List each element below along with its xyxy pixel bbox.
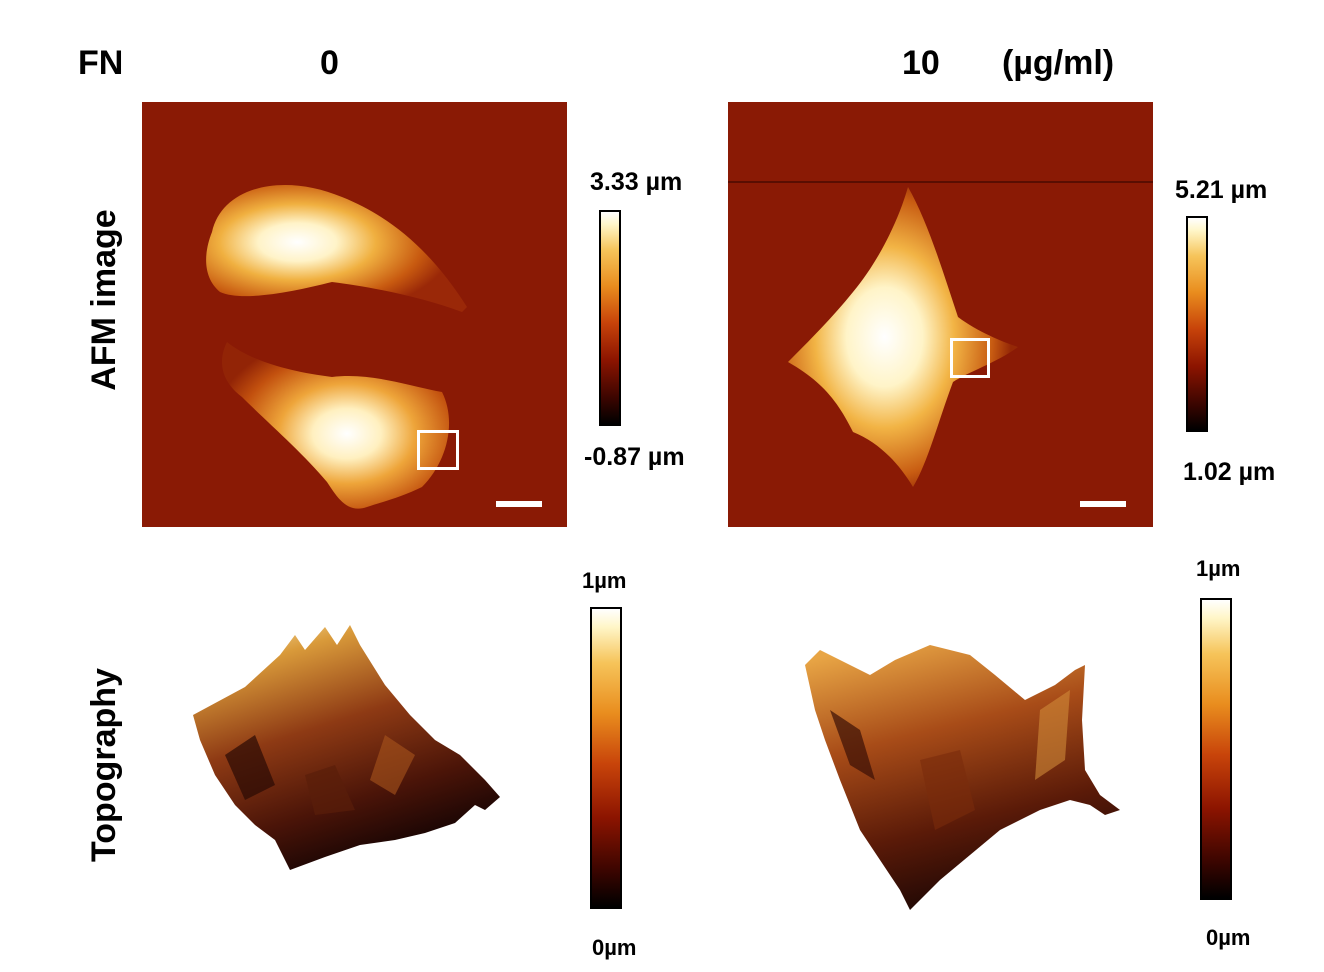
row-label-topography: Topography: [85, 668, 123, 862]
topography-fn0-graphic: [193, 625, 500, 870]
roi-box: [950, 338, 990, 378]
topography-fn0: [185, 615, 515, 885]
colorbar-topography-fn10: [1200, 598, 1232, 900]
roi-box: [417, 430, 459, 470]
topography-fn10-graphic: [805, 645, 1120, 910]
unit-label: (µg/ml): [1002, 44, 1115, 82]
afm-image-fn10: [728, 102, 1153, 527]
colorbar-max-label: 5.21 µm: [1175, 176, 1268, 204]
afm-image-fn0-graphic: [142, 102, 567, 527]
colorbar-min-label: 0µm: [1206, 925, 1251, 950]
colorbar-min-label: -0.87 µm: [584, 443, 685, 471]
topography-fn10: [800, 630, 1130, 915]
colorbar-min-label: 1.02 µm: [1183, 458, 1276, 486]
afm-image-fn10-graphic: [728, 102, 1153, 527]
colorbar-max-label: 1µm: [582, 568, 627, 593]
colorbar-max-label: 3.33 µm: [590, 168, 683, 196]
colorbar-afm-fn0: [599, 210, 621, 426]
scale-bar: [1080, 501, 1126, 507]
scale-bar: [496, 501, 542, 507]
colorbar-topography-fn0: [590, 607, 622, 909]
column-header-10: 10: [902, 44, 940, 82]
column-header-0: 0: [320, 44, 339, 82]
afm-image-fn0: [142, 102, 567, 527]
row-label-afm: AFM image: [85, 209, 123, 391]
colorbar-min-label: 0µm: [592, 935, 637, 960]
colorbar-max-label: 1µm: [1196, 556, 1241, 581]
colorbar-afm-fn10: [1186, 216, 1208, 432]
fn-label: FN: [78, 44, 124, 82]
